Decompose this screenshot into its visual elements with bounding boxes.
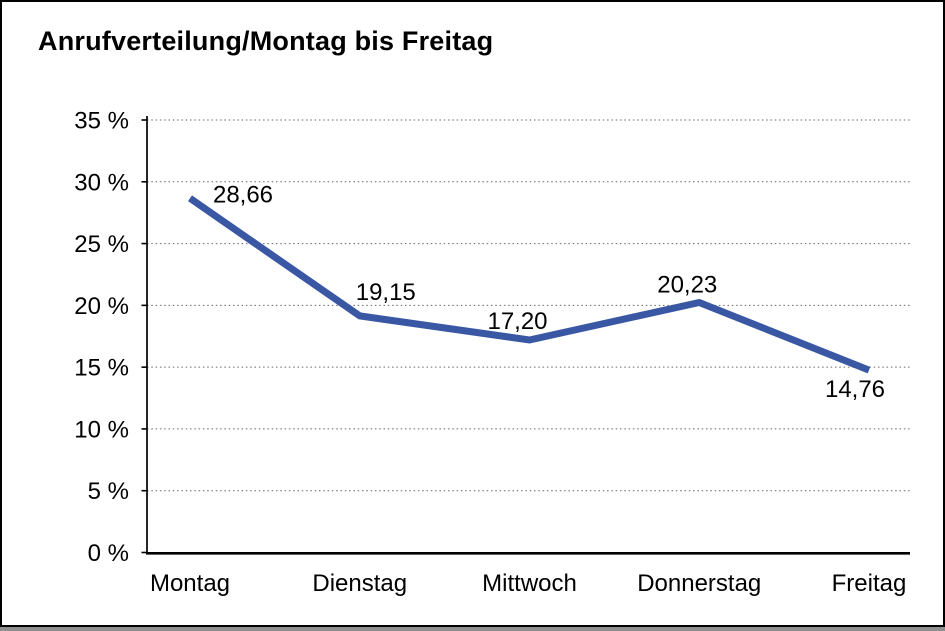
x-axis-category-label: Mittwoch: [482, 570, 577, 597]
chart-title: Anrufverteilung/Montag bis Freitag: [38, 26, 494, 56]
data-point-label: 28,66: [213, 181, 273, 208]
x-axis-category-label: Donnerstag: [637, 570, 761, 597]
data-point-label: 14,76: [825, 376, 885, 403]
x-axis-category-label: Montag: [150, 570, 230, 597]
y-axis-tick-label: 35 %: [74, 108, 129, 135]
series-line: [188, 195, 871, 374]
data-point-label: 17,20: [487, 308, 547, 335]
data-point-label: 20,23: [657, 272, 717, 299]
y-axis-tick-label: 15 %: [74, 355, 129, 382]
y-axis-tick-label: 10 %: [74, 416, 129, 443]
y-axis-tick-label: 25 %: [74, 231, 129, 258]
window-bottom-shadow: [0, 627, 945, 631]
x-axis-category-label: Dienstag: [312, 570, 407, 597]
y-axis-tick-label: 20 %: [74, 293, 129, 320]
x-axis-category-label: Freitag: [832, 570, 907, 597]
y-axis-tick-label: 5 %: [88, 478, 129, 505]
y-axis-tick-label: 0 %: [88, 540, 129, 567]
y-axis-tick-label: 30 %: [74, 169, 129, 196]
data-point-label: 19,15: [356, 279, 416, 306]
